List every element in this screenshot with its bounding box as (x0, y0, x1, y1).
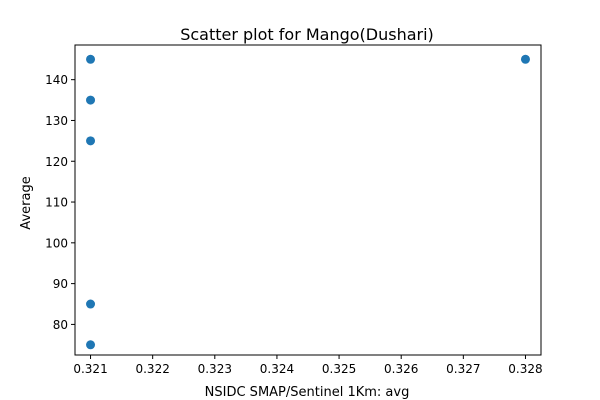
x-tick-label: 0.324 (260, 362, 294, 376)
y-tick-label: 140 (45, 73, 68, 87)
data-point (86, 95, 96, 105)
data-point (520, 54, 530, 64)
x-tick-label: 0.328 (508, 362, 542, 376)
x-tick-label: 0.326 (384, 362, 418, 376)
y-tick-label: 130 (45, 114, 68, 128)
y-tick-label: 80 (53, 318, 68, 332)
data-point (86, 299, 96, 309)
x-tick-label: 0.325 (322, 362, 356, 376)
x-tick-label: 0.322 (135, 362, 169, 376)
x-tick-label: 0.321 (73, 362, 107, 376)
plot-area-frame (74, 44, 542, 356)
x-axis-ticks: 0.321 0.322 0.323 0.324 0.325 0.326 0.327 0.328 (73, 355, 543, 376)
y-tick-label: 100 (45, 236, 68, 250)
points-layer (86, 54, 530, 350)
x-tick-label: 0.323 (198, 362, 232, 376)
y-axis-ticks: 80 90 100 110 120 130 140 (45, 73, 75, 332)
data-point (86, 340, 96, 350)
data-point (86, 136, 96, 146)
chart-title: Scatter plot for Mango(Dushari) (180, 25, 434, 44)
x-tick-label: 0.327 (446, 362, 480, 376)
y-tick-label: 110 (45, 196, 68, 210)
y-tick-label: 120 (45, 155, 68, 169)
y-tick-label: 90 (53, 277, 68, 291)
data-point (86, 54, 96, 64)
y-axis-label: Average (19, 176, 34, 229)
x-axis-label: NSIDC SMAP/Sentinel 1Km: avg (205, 385, 410, 400)
